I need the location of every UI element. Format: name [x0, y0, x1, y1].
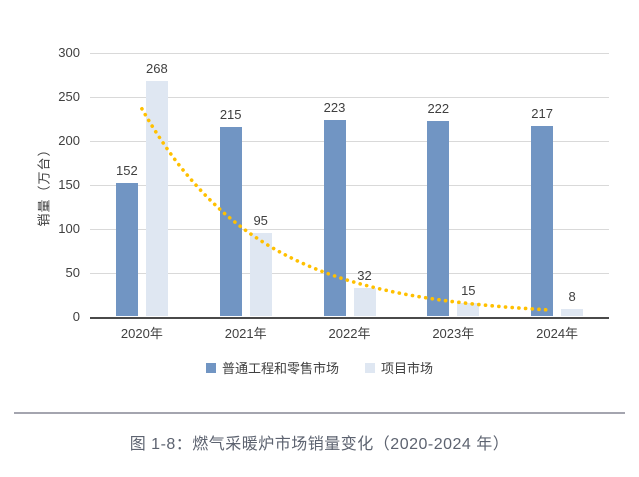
bar-普通工程和零售市场-2024年	[531, 125, 554, 317]
bar-项目市场-2022年	[353, 288, 376, 317]
bar-value-label: 15	[461, 283, 476, 299]
gridline-300	[90, 52, 609, 54]
x-axis-line	[90, 316, 609, 319]
legend-swatch	[365, 362, 375, 373]
x-axis-label: 2022年	[328, 326, 371, 341]
gridline-250	[90, 96, 609, 98]
y-tick-label: 100	[58, 220, 80, 236]
bar-value-label: 268	[146, 60, 168, 76]
bar-项目市场-2024年	[561, 309, 584, 317]
y-tick-label: 0	[72, 308, 80, 324]
bar-value-label: 32	[357, 268, 372, 284]
bar-项目市场-2021年	[249, 232, 272, 317]
legend-item-普通工程和零售市场: 普通工程和零售市场	[205, 358, 339, 377]
x-axis-label: 2023年	[432, 326, 475, 341]
bar-value-label: 152	[116, 162, 138, 178]
x-axis-label: 2021年	[224, 326, 267, 341]
y-tick-label: 200	[58, 132, 80, 148]
bar-value-label: 8	[568, 289, 576, 305]
bar-普通工程和零售市场-2020年	[115, 182, 138, 317]
bar-value-label: 217	[531, 105, 553, 121]
y-tick-label: 300	[58, 44, 80, 60]
bar-value-label: 95	[253, 212, 268, 228]
bar-普通工程和零售市场-2022年	[323, 120, 346, 317]
divider-line	[14, 412, 625, 414]
x-axis-label: 2024年	[536, 326, 579, 341]
bar-项目市场-2020年	[145, 80, 168, 317]
legend-swatch	[205, 362, 216, 373]
legend-label: 普通工程和零售市场	[221, 361, 339, 376]
legend: 普通工程和零售市场 项目市场	[0, 358, 639, 377]
legend-item-项目市场: 项目市场	[365, 358, 433, 377]
bar-value-label: 223	[323, 100, 346, 116]
y-tick-label: 150	[58, 176, 80, 192]
x-axis-label: 2020年	[120, 326, 163, 341]
figure-caption: 图 1-8：燃气采暖炉市场销量变化（2020-2024 年）	[129, 436, 510, 453]
legend-label: 项目市场	[381, 361, 434, 376]
bar-项目市场-2023年	[457, 303, 480, 317]
y-tick-label: 50	[65, 264, 80, 280]
bar-value-label: 222	[427, 101, 450, 117]
bar-value-label: 215	[219, 107, 242, 123]
y-tick-label: 250	[58, 88, 80, 104]
